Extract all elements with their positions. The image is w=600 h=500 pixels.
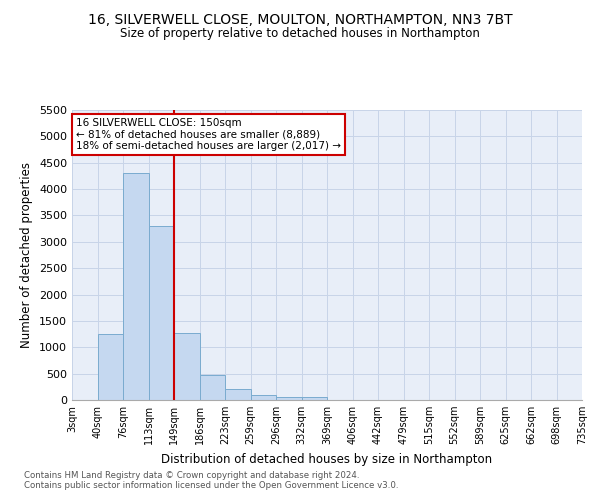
Bar <box>276 397 302 400</box>
Bar <box>97 334 123 400</box>
Y-axis label: Number of detached properties: Number of detached properties <box>20 162 34 348</box>
Text: Size of property relative to detached houses in Northampton: Size of property relative to detached ho… <box>120 28 480 40</box>
Bar <box>174 332 199 400</box>
Text: Contains HM Land Registry data © Crown copyright and database right 2024.
Contai: Contains HM Land Registry data © Crown c… <box>24 470 398 490</box>
X-axis label: Distribution of detached houses by size in Northampton: Distribution of detached houses by size … <box>161 452 493 466</box>
Bar <box>302 398 327 400</box>
Text: 16, SILVERWELL CLOSE, MOULTON, NORTHAMPTON, NN3 7BT: 16, SILVERWELL CLOSE, MOULTON, NORTHAMPT… <box>88 12 512 26</box>
Text: 16 SILVERWELL CLOSE: 150sqm
← 81% of detached houses are smaller (8,889)
18% of : 16 SILVERWELL CLOSE: 150sqm ← 81% of det… <box>76 118 341 151</box>
Bar <box>251 396 276 400</box>
Bar <box>123 174 149 400</box>
Bar <box>149 226 174 400</box>
Bar <box>199 374 225 400</box>
Bar <box>225 390 251 400</box>
